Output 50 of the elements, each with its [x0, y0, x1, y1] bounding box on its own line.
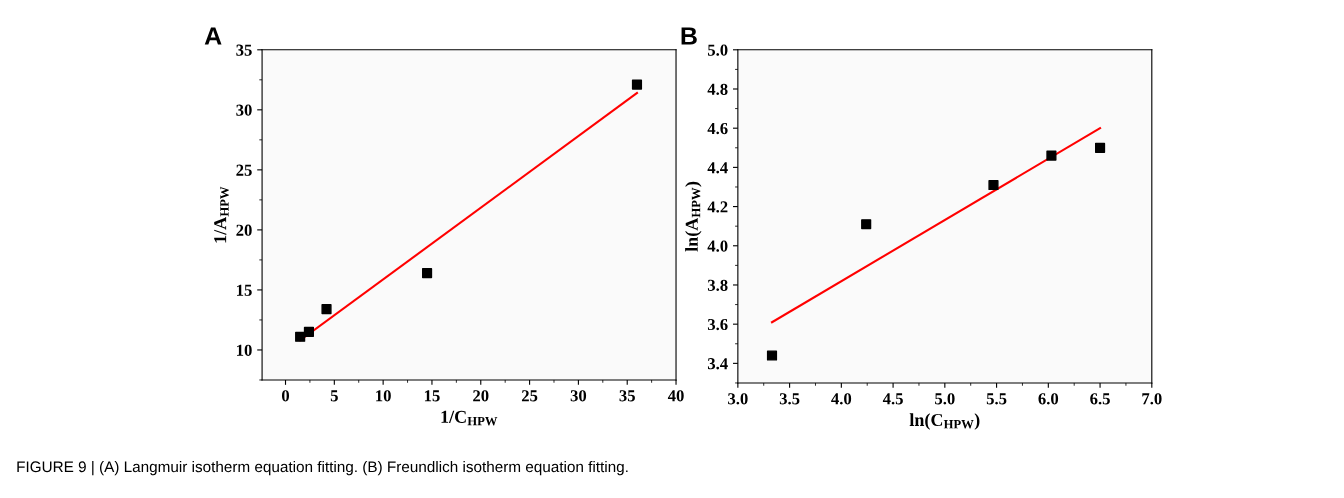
y-axis-title: 1/A$_{HPW}$ [214, 186, 229, 243]
y-tick-label: 30 [236, 104, 252, 116]
x-tick-label: 3.0 [728, 393, 748, 405]
x-axis-title: ln(C$_{HPW}$) [909, 413, 980, 430]
y-tick-label: 4.0 [707, 240, 728, 252]
x-tick-label: 35 [619, 390, 635, 402]
point [631, 79, 643, 90]
x-tick-label: 5.0 [935, 393, 955, 405]
x-axis-title: 1/C$_{HPW}$ [441, 410, 498, 426]
x-tick-label: 10 [376, 390, 391, 402]
y-axis-title: ln(A$_{HPW}$) [685, 181, 702, 252]
x-tick-label: 20 [473, 390, 489, 402]
chart-title: A [204, 27, 222, 45]
x-tick-label: 40 [667, 390, 684, 402]
point [1046, 150, 1057, 161]
x-tick-label: 3.5 [779, 393, 800, 405]
y-tick-label: 3.4 [707, 358, 728, 370]
x-tick-label: 30 [570, 390, 587, 402]
point [988, 179, 999, 191]
point [421, 268, 433, 279]
x-tick-label: 5.5 [986, 393, 1007, 405]
x-tick-label: 15 [424, 390, 440, 402]
caption: FIGURE 9 | (A) Langmuir isotherm equation fitting. (B) Freundlich isotherm equation fitting. [17, 460, 628, 476]
y-tick-label: 25 [236, 164, 252, 176]
chart-title: B [681, 27, 697, 45]
point [766, 350, 778, 361]
x-tick-label: 0 [281, 390, 290, 402]
point [295, 331, 306, 342]
y-tick-label: 20 [236, 224, 252, 236]
point [1094, 142, 1106, 153]
point [303, 326, 315, 338]
x-tick-label: 25 [521, 390, 538, 402]
y-tick-label: 5.0 [707, 44, 728, 56]
x-tick-label: 6.5 [1090, 393, 1110, 405]
x-tick-label: 7.0 [1142, 393, 1162, 405]
x-tick-label: 4.0 [831, 393, 852, 405]
x-tick-label: 5 [330, 390, 338, 402]
y-tick-label: 4.4 [707, 162, 728, 174]
y-tick-label: 35 [236, 44, 252, 56]
y-tick-label: 4.2 [707, 201, 728, 213]
x-tick-label: 4.5 [882, 393, 903, 405]
y-tick-label: 15 [237, 284, 252, 296]
y-tick-label: 4.6 [707, 122, 728, 135]
y-tick-label: 3.8 [707, 279, 728, 291]
y-tick-label: 3.6 [707, 318, 728, 331]
point [861, 219, 872, 230]
x-tick-label: 6.0 [1038, 393, 1059, 405]
y-tick-label: 4.8 [707, 83, 728, 96]
point [321, 304, 332, 315]
y-tick-label: 10 [237, 344, 252, 356]
